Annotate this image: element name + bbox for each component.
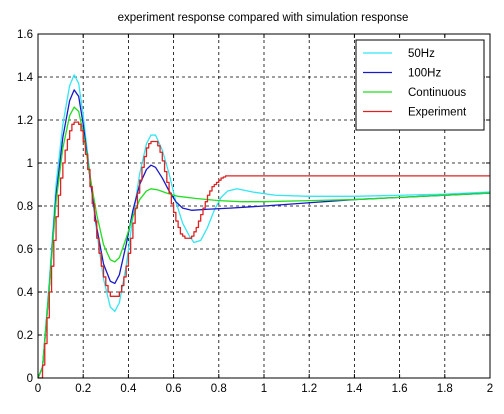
y-tick-label: 0.4 [17, 287, 34, 299]
y-tick-label: 1.4 [17, 72, 34, 84]
legend-box [355, 39, 485, 131]
y-tick-label: 1.6 [17, 29, 33, 41]
y-tick-label: 1 [27, 158, 33, 170]
legend-label: Experiment [408, 107, 467, 119]
x-tick-label: 1.6 [392, 383, 408, 395]
y-tick-label: 0.6 [17, 244, 33, 256]
legend-label: 100Hz [408, 68, 441, 80]
series-layer [37, 74, 491, 379]
x-tick-label: 1.8 [437, 383, 453, 395]
y-tick-label: 0.8 [17, 201, 33, 213]
x-tick-label: 0 [35, 383, 41, 395]
x-tick-label: 1.2 [301, 383, 317, 395]
x-tick-label: 2 [487, 383, 493, 395]
x-tick-label: 0.2 [75, 383, 91, 395]
y-tick-label: 1.2 [17, 115, 33, 127]
x-tick-label: 0.6 [166, 383, 182, 395]
x-tick-label: 1.4 [346, 383, 363, 395]
legend-label: Continuous [408, 87, 466, 99]
tick-layer: 0 0.2 0.4 0.6 0.8 1 1.2 1.4 1.6 1.8 2 0 0.2 0.4 0.6 0.8… [17, 29, 493, 395]
x-tick-label: 1 [261, 383, 267, 395]
chart-title: experiment response compared with simula… [118, 12, 409, 24]
x-tick-label: 0.4 [120, 383, 137, 395]
series-line-50hz [37, 74, 491, 379]
series-line-experiment [38, 121, 490, 379]
series-line-continuous [37, 106, 491, 379]
y-tick-label: 0.2 [17, 330, 33, 342]
series-line-100hz [37, 89, 491, 379]
x-tick-label: 0.8 [211, 383, 227, 395]
legend: 50Hz 100Hz Continuous Experiment [355, 39, 485, 131]
y-tick-label: 0 [27, 373, 33, 385]
legend-label: 50Hz [408, 48, 435, 60]
